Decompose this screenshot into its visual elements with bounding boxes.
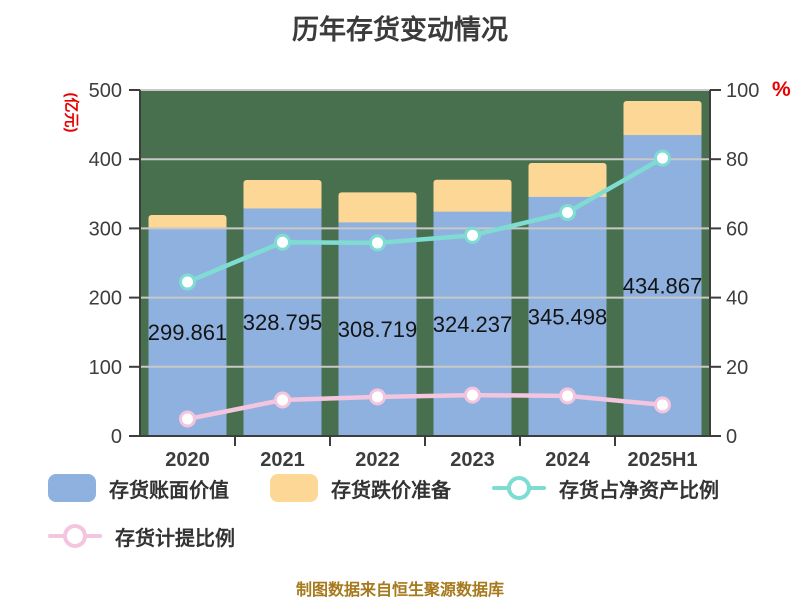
x-axis-category-label: 2023 xyxy=(450,449,495,471)
legend-label-book-value: 存货账面价值 xyxy=(109,479,229,502)
left-axis-tick-label: 500 xyxy=(89,80,122,102)
x-axis-category-label: 2025H1 xyxy=(627,449,697,471)
left-axis-tick-label: 200 xyxy=(89,288,122,310)
x-axis-category-label: 2024 xyxy=(545,449,590,471)
left-axis-title: (亿元) xyxy=(62,92,80,133)
legend-item-book-value[interactable]: 存货账面价值 xyxy=(48,473,229,503)
line-marker xyxy=(559,387,576,405)
x-axis-category-label: 2021 xyxy=(260,449,305,471)
left-axis-tick-label: 300 xyxy=(89,218,122,240)
line-marker xyxy=(179,410,196,428)
line-marker xyxy=(464,226,481,244)
x-axis-category-label: 2020 xyxy=(165,449,210,471)
right-axis-tick-label: 80 xyxy=(726,149,748,171)
chart-title: 历年存货变动情况 xyxy=(292,15,508,45)
legend-item-net-asset-ratio[interactable]: 存货占净资产比例 xyxy=(492,473,719,503)
line-marker xyxy=(274,391,291,409)
line-marker xyxy=(274,233,291,251)
data-source-note: 制图数据来自恒生聚源数据库 xyxy=(295,582,504,599)
bar-value-label: 324.237 xyxy=(433,312,513,337)
bar-book-value-segment xyxy=(148,228,227,436)
bar-value-label: 299.861 xyxy=(148,320,228,345)
legend-label-provision-ratio: 存货计提比例 xyxy=(115,527,235,550)
line-marker xyxy=(369,388,386,406)
bar-value-label: 345.498 xyxy=(528,304,608,329)
legend-swatch-book-value-icon xyxy=(48,474,96,502)
legend-item-provision[interactable]: 存货跌价准备 xyxy=(270,473,451,503)
bar-value-label: 434.867 xyxy=(623,274,703,299)
bar-book-value-segment xyxy=(623,135,702,437)
left-axis-tick-label: 100 xyxy=(89,357,122,379)
bar-provision-segment xyxy=(433,179,512,216)
line-marker xyxy=(179,273,196,291)
right-axis-tick-label: 60 xyxy=(726,218,748,240)
bar-provision-segment xyxy=(528,163,607,201)
left-axis-tick-label: 400 xyxy=(89,149,122,171)
line-marker xyxy=(654,396,671,414)
right-axis-tick-label: 40 xyxy=(726,288,748,310)
line-marker xyxy=(369,234,386,252)
legend-label-provision: 存货跌价准备 xyxy=(331,479,451,502)
bar-value-label: 308.719 xyxy=(338,317,418,342)
legend-swatch-provision-icon xyxy=(270,474,318,502)
line-marker xyxy=(464,386,481,404)
right-axis-tick-label: 20 xyxy=(726,357,748,379)
bar-provision-segment xyxy=(623,101,702,140)
bar-value-label: 328.795 xyxy=(243,310,323,335)
left-axis-tick-label: 0 xyxy=(111,426,122,448)
legend-line-marker-net-asset-ratio-icon xyxy=(492,473,546,503)
x-axis-category-label: 2022 xyxy=(355,449,400,471)
line-ratio xyxy=(185,155,665,285)
right-axis-title: % xyxy=(772,78,791,101)
line-marker xyxy=(559,203,576,221)
right-axis-tick-label: 100 xyxy=(726,80,759,102)
legend-item-provision-ratio[interactable]: 存货计提比例 xyxy=(48,521,235,551)
right-axis-tick-label: 0 xyxy=(726,426,737,448)
line-ratio xyxy=(185,392,665,422)
bar-provision-segment xyxy=(338,192,417,227)
legend-line-marker-provision-ratio-icon xyxy=(48,521,102,551)
legend-label-net-asset-ratio: 存货占净资产比例 xyxy=(559,479,719,502)
line-marker xyxy=(654,149,671,167)
bar-provision-segment xyxy=(243,179,322,213)
